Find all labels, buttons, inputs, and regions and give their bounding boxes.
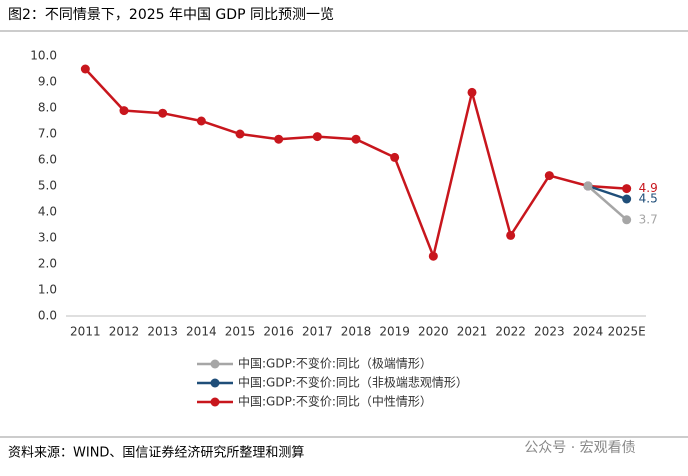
- line-series: [84, 68, 627, 261]
- line-series: [587, 184, 628, 201]
- x-tick-label: 2012: [109, 325, 140, 339]
- x-tick-label: 2021: [457, 325, 488, 339]
- legend-marker: [210, 397, 220, 407]
- point: [544, 171, 554, 181]
- x-tick-label: 2015: [225, 325, 256, 339]
- x-tick-label: 2018: [341, 325, 372, 339]
- legend-label: 中国:GDP:不变价:同比（非极端悲观情形）: [238, 375, 468, 390]
- y-tick-label: 5.0: [38, 179, 57, 193]
- point: [80, 64, 90, 74]
- x-tick-label: 2022: [495, 325, 526, 339]
- data-label: 3.7: [639, 212, 658, 226]
- line-series: [587, 185, 628, 221]
- x-tick-label: 2023: [534, 325, 565, 339]
- point: [622, 215, 632, 225]
- x-tick-label: 2016: [263, 325, 294, 339]
- x-tick-label: 2025E: [608, 325, 646, 339]
- y-tick-label: 6.0: [38, 153, 57, 167]
- point: [119, 106, 129, 116]
- data-label: 4.5: [639, 192, 658, 206]
- x-tick-label: 2017: [302, 325, 333, 339]
- point: [158, 108, 168, 118]
- x-tick-label: 2019: [379, 325, 410, 339]
- point: [235, 129, 245, 139]
- y-tick-label: 8.0: [38, 101, 57, 115]
- point: [467, 87, 477, 97]
- data-label: 4.9: [639, 181, 658, 195]
- source: 资料来源：WIND、国信证券经济研究所整理和测算: [8, 445, 304, 461]
- x-tick-label: 2013: [147, 325, 178, 339]
- point: [622, 194, 632, 204]
- point: [351, 134, 361, 144]
- legend-marker: [210, 378, 220, 388]
- y-tick-label: 2.0: [38, 257, 57, 271]
- chart-title: 图2：不同情景下，2025 年中国 GDP 同比预测一览: [8, 7, 334, 23]
- legend-label: 中国:GDP:不变价:同比（中性情形）: [238, 394, 432, 409]
- y-tick-label: 10.0: [30, 49, 57, 63]
- point: [312, 132, 322, 142]
- x-tick-label: 2011: [70, 325, 101, 339]
- legend-label: 中国:GDP:不变价:同比（极端情形）: [238, 356, 432, 371]
- y-tick-label: 7.0: [38, 127, 57, 141]
- point: [583, 181, 593, 191]
- point: [506, 230, 516, 240]
- point: [196, 116, 206, 126]
- legend-marker: [210, 359, 220, 369]
- y-tick-label: 4.0: [38, 205, 57, 219]
- y-tick-label: 3.0: [38, 231, 57, 245]
- watermark: 公众号 · 宏观看债: [524, 440, 635, 456]
- y-tick-label: 0.0: [38, 309, 57, 323]
- y-tick-label: 9.0: [38, 75, 57, 89]
- x-tick-label: 2020: [418, 325, 449, 339]
- y-tick-label: 1.0: [38, 283, 57, 297]
- point: [274, 134, 284, 144]
- point: [390, 152, 400, 162]
- point: [428, 251, 438, 261]
- x-tick-label: 2024: [573, 325, 604, 339]
- point: [622, 184, 632, 194]
- x-tick-label: 2014: [186, 325, 217, 339]
